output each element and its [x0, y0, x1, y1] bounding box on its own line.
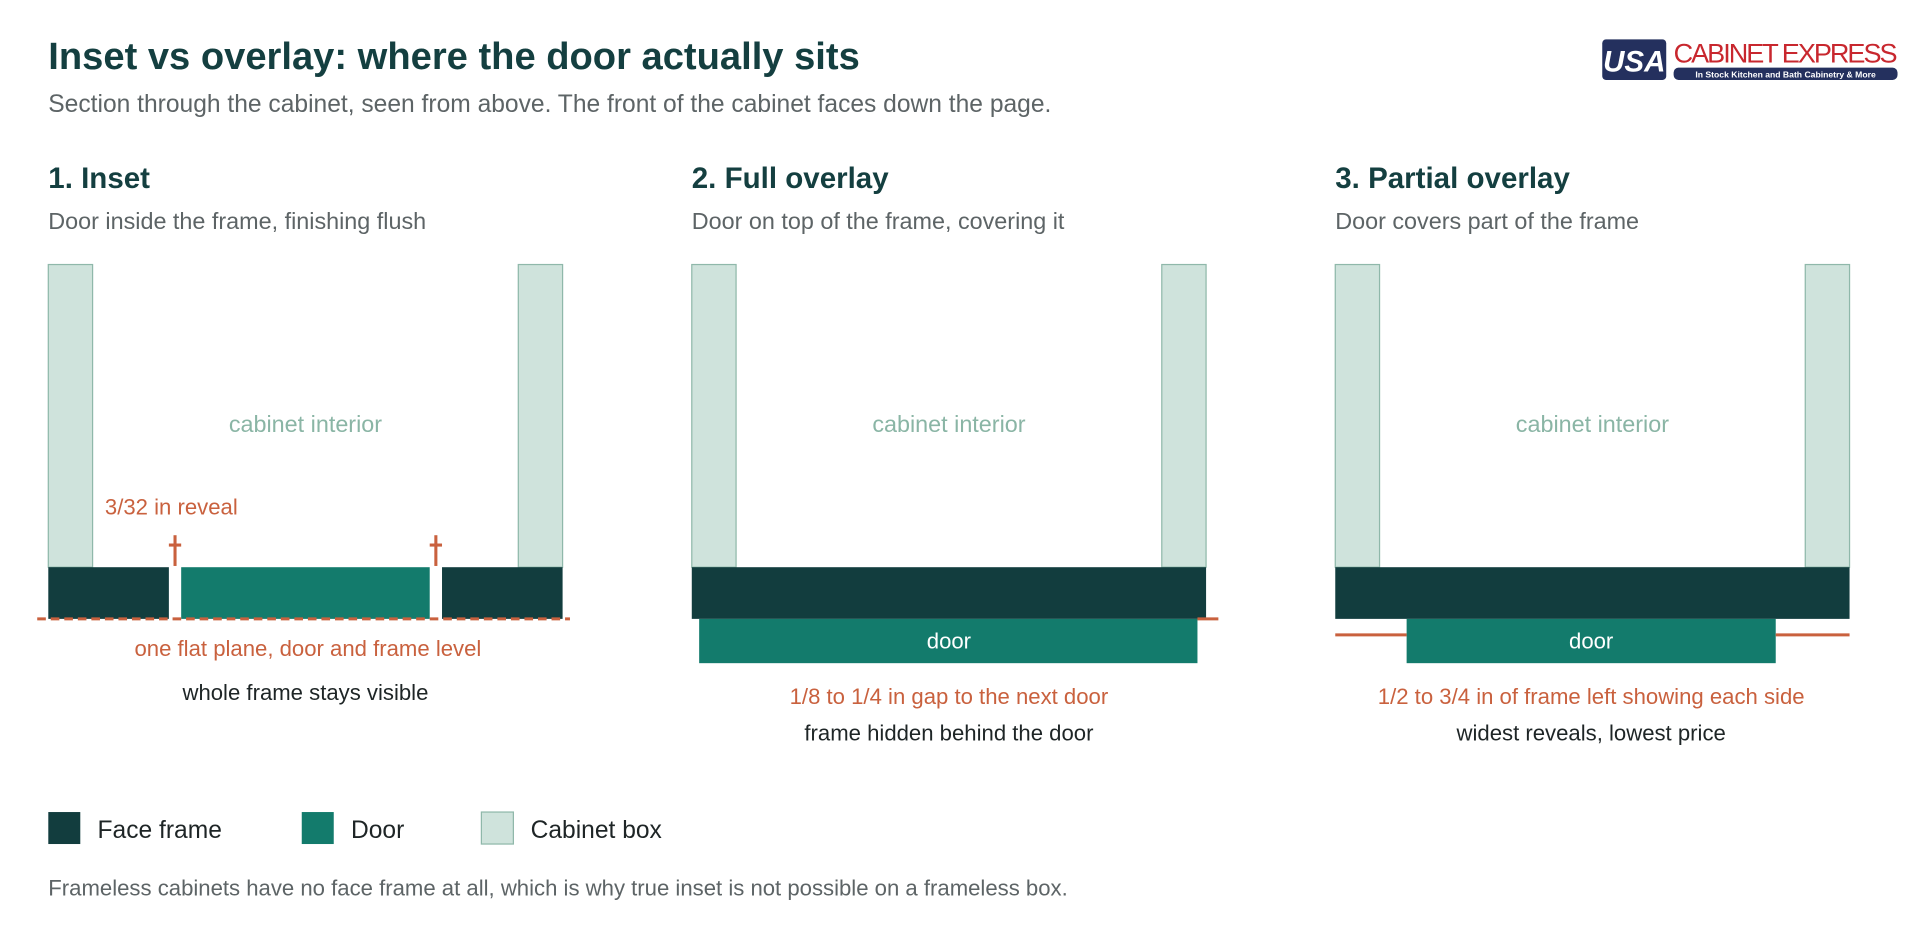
face-frame: [48, 567, 169, 619]
face-frame: [442, 567, 563, 619]
note: 1/8 to 1/4 in gap to the next door: [790, 684, 1109, 709]
subtitle: Section through the cabinet, seen from a…: [48, 91, 1051, 118]
caption: whole frame stays visible: [181, 680, 428, 705]
panel-full-overlay: 2. Full overlay Door on top of the frame…: [691, 162, 1219, 746]
logo: USA CABINET EXPRESS In Stock Kitchen and…: [1602, 39, 1898, 80]
legend-label: Cabinet box: [531, 817, 663, 844]
logo-tagline: In Stock Kitchen and Bath Cabinetry & Mo…: [1695, 70, 1876, 80]
interior-label: cabinet interior: [1516, 411, 1669, 437]
cabinet-side: [1804, 263, 1851, 568]
face-frame: [1335, 567, 1850, 619]
panel-subtitle: Door on top of the frame, covering it: [692, 208, 1065, 234]
panel-title: 1. Inset: [48, 162, 150, 195]
door: [699, 618, 1198, 664]
interior-label: cabinet interior: [229, 411, 382, 437]
legend-label: Door: [351, 817, 404, 844]
logo-mark: USA: [1603, 45, 1665, 78]
note: 1/2 to 3/4 in of frame left showing each…: [1378, 684, 1805, 709]
caption: widest reveals, lowest price: [1456, 721, 1726, 746]
cabinet-side: [47, 263, 94, 568]
footnote: Frameless cabinets have no face frame at…: [48, 876, 1067, 901]
cabinet-side: [517, 263, 564, 568]
panel-subtitle: Door inside the frame, finishing flush: [48, 208, 426, 234]
cabinet-side: [691, 263, 737, 568]
panel-subtitle: Door covers part of the frame: [1335, 208, 1639, 234]
legend-swatch: [480, 811, 514, 845]
legend: Face frame Door Cabinet box: [48, 811, 663, 845]
panel-title: 3. Partial overlay: [1335, 162, 1570, 195]
title: Inset vs overlay: where the door actuall…: [48, 35, 860, 78]
logo-badge: [1602, 39, 1667, 80]
logo-name: CABINET EXPRESS: [1674, 39, 1898, 69]
panel-partial-overlay: 3. Partial overlay Door covers part of t…: [1334, 162, 1851, 746]
note: one flat plane, door and frame level: [134, 636, 481, 661]
legend-swatch: [301, 812, 334, 845]
caption: frame hidden behind the door: [804, 721, 1093, 746]
door-label: door: [1569, 628, 1613, 653]
legend-label: Face frame: [98, 817, 222, 844]
panel-title: 2. Full overlay: [692, 162, 889, 195]
face-frame: [691, 567, 1207, 619]
door: [181, 567, 430, 619]
reveal-label: 3/32 in reveal: [105, 494, 238, 519]
door: [1406, 618, 1776, 664]
panel-inset: 1. Inset Door inside the frame, finishin…: [37, 162, 570, 705]
interior-label: cabinet interior: [872, 411, 1025, 437]
legend-swatch: [48, 812, 81, 845]
cabinet-side: [1161, 263, 1207, 568]
logo-bar: [1673, 67, 1898, 80]
door-label: door: [927, 628, 971, 653]
cabinet-side: [1334, 263, 1381, 568]
